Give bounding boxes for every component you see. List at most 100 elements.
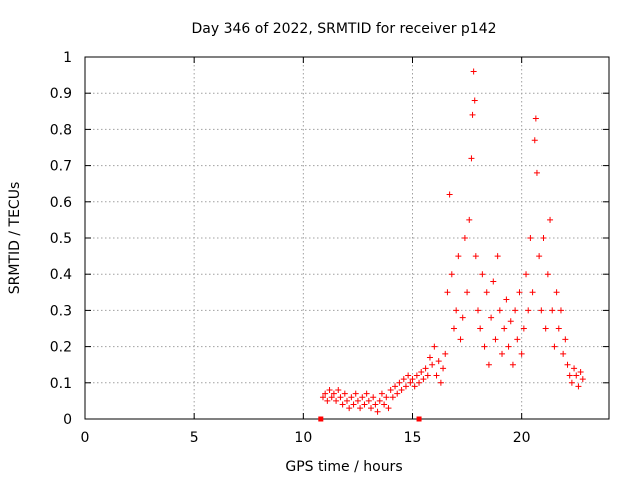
data-point (555, 325, 562, 332)
data-point (413, 372, 420, 379)
data-point (402, 383, 409, 390)
data-point (464, 289, 471, 296)
data-point (490, 278, 497, 285)
data-point (544, 271, 551, 278)
data-point (483, 289, 490, 296)
data-point (523, 271, 530, 278)
data-point (499, 350, 506, 357)
x-tick-label: 20 (513, 430, 531, 446)
data-point (503, 296, 510, 303)
data-point (339, 401, 346, 408)
y-tick-label: 0.9 (50, 86, 72, 102)
x-tick-label: 10 (294, 430, 312, 446)
data-point (450, 325, 457, 332)
data-point (442, 350, 449, 357)
data-point (405, 372, 412, 379)
data-points (318, 68, 586, 422)
data-point (389, 394, 396, 401)
data-point (352, 390, 359, 397)
data-point (457, 336, 464, 343)
data-point (573, 372, 580, 379)
data-point (472, 253, 479, 260)
data-point (520, 325, 527, 332)
data-point (531, 137, 538, 144)
data-point (357, 405, 364, 412)
y-tick-label: 0.8 (50, 122, 72, 138)
tick-labels: 00.10.20.30.40.50.60.70.80.910 5 10 15 20 (50, 50, 531, 446)
data-point (361, 401, 368, 408)
data-point (579, 376, 586, 383)
data-point (540, 235, 547, 241)
data-point (383, 394, 390, 401)
x-axis-label: GPS time / hours (285, 459, 402, 475)
x-tick-label: 0 (81, 430, 90, 446)
data-point (512, 307, 519, 314)
data-point (394, 390, 401, 397)
data-point (575, 383, 582, 390)
data-point (392, 383, 399, 390)
data-point (527, 235, 534, 241)
data-point (387, 387, 394, 394)
data-point (549, 307, 556, 314)
data-point (516, 289, 523, 296)
data-point (350, 401, 357, 408)
data-point (418, 368, 425, 375)
data-point (409, 376, 416, 383)
data-point (359, 394, 366, 401)
data-point (533, 169, 540, 176)
data-point (363, 390, 370, 397)
data-point (485, 361, 492, 368)
data-point (479, 271, 486, 278)
data-point (344, 397, 350, 404)
y-axis-label: SRMTID / TECUs (7, 182, 23, 295)
data-point (429, 361, 436, 368)
data-point (400, 376, 407, 383)
y-tick-label: 0.7 (50, 159, 72, 175)
data-point (509, 361, 516, 368)
data-point (365, 397, 372, 404)
data-point (461, 235, 468, 241)
data-point (448, 271, 455, 278)
data-point (411, 383, 418, 390)
y-tick-label: 0.1 (50, 376, 72, 392)
data-point (477, 325, 484, 332)
data-point (385, 405, 392, 412)
data-point (422, 365, 429, 372)
data-point (354, 397, 361, 404)
data-point (566, 372, 573, 379)
data-point (459, 314, 466, 321)
data-point (532, 115, 539, 122)
data-point (328, 394, 335, 401)
y-tick-label: 0.5 (50, 231, 72, 247)
data-point (471, 97, 478, 104)
data-point (407, 379, 414, 386)
data-point (525, 307, 532, 314)
data-point (420, 376, 427, 383)
data-point (322, 390, 329, 397)
data-point (488, 314, 495, 321)
data-point (466, 216, 473, 223)
data-point (562, 336, 569, 343)
data-point (416, 379, 423, 386)
x-tick-label: 5 (190, 430, 199, 446)
data-point (446, 191, 453, 198)
data-point (551, 343, 558, 350)
data-point (398, 387, 405, 394)
y-tick-label: 0 (63, 412, 72, 428)
data-point (577, 368, 584, 375)
data-point (455, 253, 462, 260)
data-point (468, 155, 475, 162)
data-point (341, 390, 348, 397)
data-point (368, 405, 375, 412)
x-tick-label: 15 (404, 430, 422, 446)
data-point (496, 307, 503, 314)
data-point (424, 372, 431, 379)
data-point (370, 394, 377, 401)
data-point (453, 307, 460, 314)
data-point (542, 325, 549, 332)
data-point (319, 394, 326, 401)
data-point (337, 394, 344, 401)
data-point (481, 343, 488, 350)
axis-ticks (84, 56, 609, 420)
data-point (326, 387, 333, 394)
